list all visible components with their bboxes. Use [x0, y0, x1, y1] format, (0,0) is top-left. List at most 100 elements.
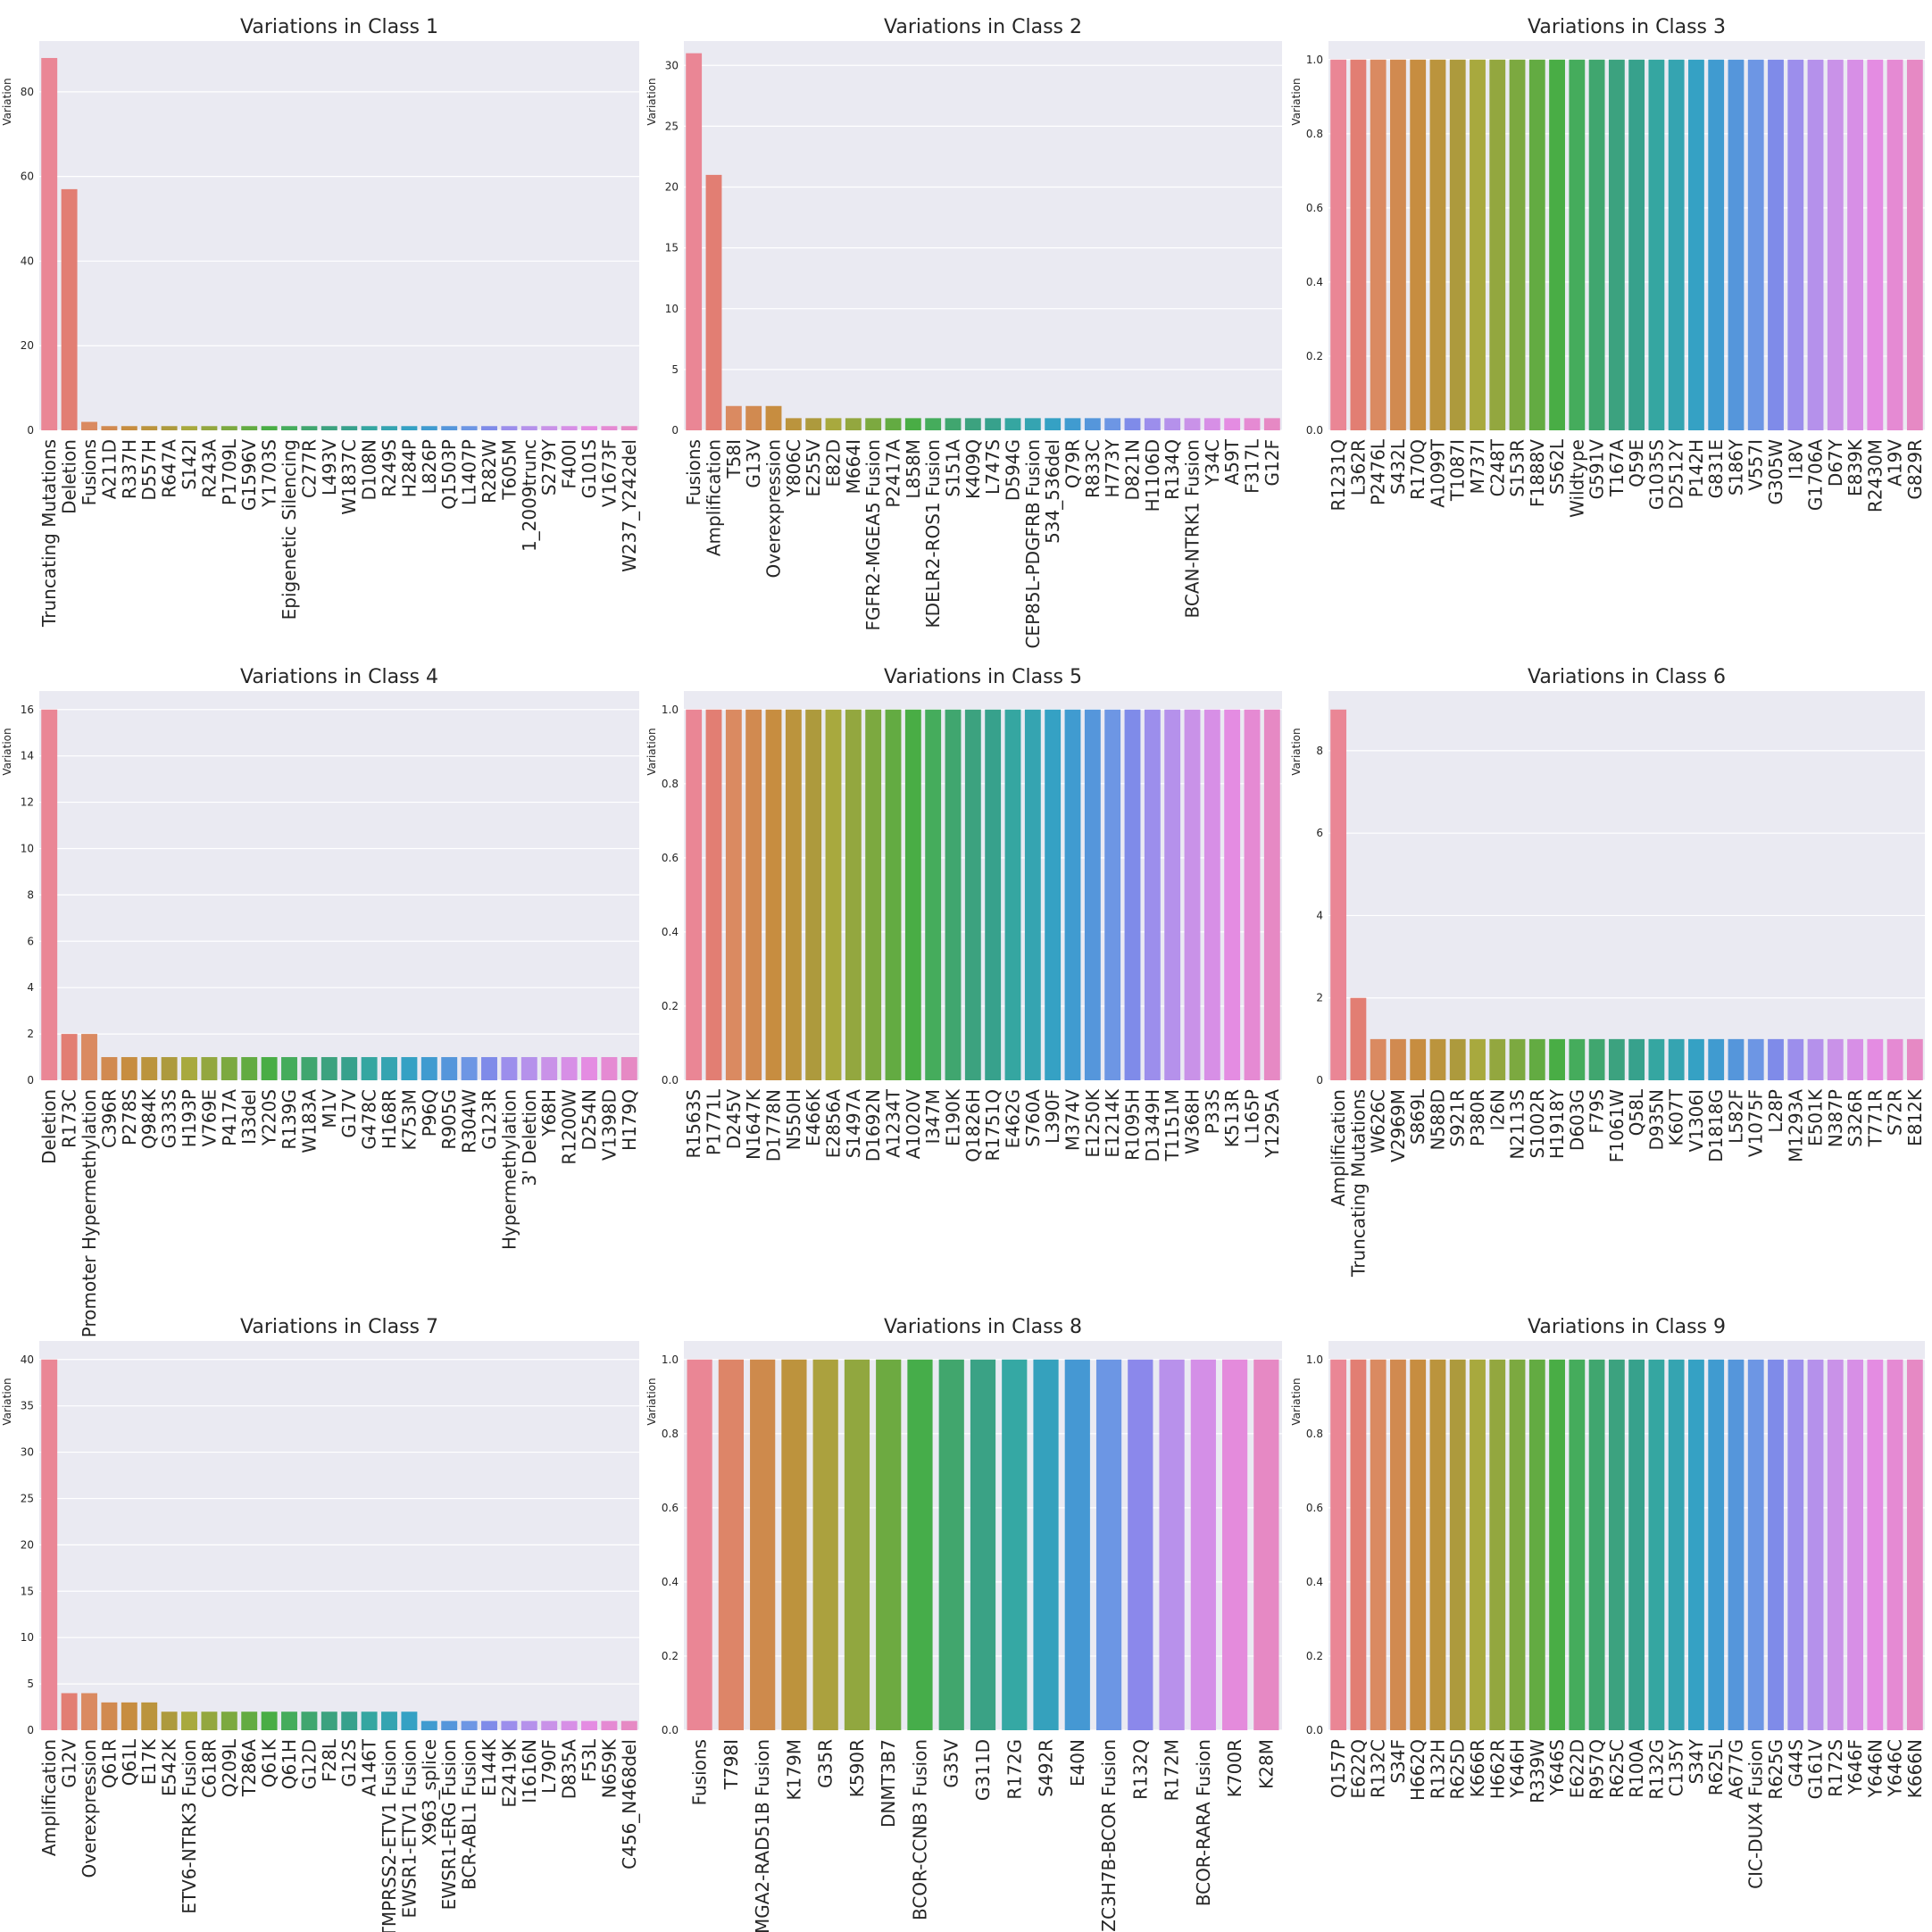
- x-tick-label: CIC-DUX4 Fusion: [1745, 1739, 1767, 1889]
- x-tick-label: N1647K: [743, 1088, 764, 1160]
- x-tick-label: M664I: [843, 439, 864, 494]
- x-tick-label: D821N: [1122, 439, 1144, 501]
- y-tick-label: 25: [21, 1492, 34, 1504]
- y-axis-label: Variation: [645, 728, 658, 775]
- x-tick-label: Y68H: [538, 1089, 560, 1137]
- bar: [1787, 59, 1804, 430]
- x-tick-label: E501K: [1805, 1088, 1827, 1146]
- bar: [41, 57, 58, 431]
- bar: [381, 426, 397, 430]
- x-tick-label: Fusions: [689, 1739, 711, 1805]
- y-tick-label: 1.0: [662, 704, 679, 716]
- x-tick-label: S869L: [1407, 1088, 1428, 1145]
- bar: [1827, 1359, 1844, 1730]
- bar: [885, 709, 902, 1080]
- x-tick-label: M1293A: [1785, 1089, 1806, 1162]
- bar: [561, 1057, 578, 1080]
- bar: [1470, 59, 1486, 430]
- y-tick-label: 0.6: [662, 1502, 679, 1514]
- bar: [885, 418, 902, 430]
- x-tick-label: D1818G: [1705, 1089, 1727, 1162]
- x-tick-label: R1563S: [683, 1089, 704, 1159]
- x-tick-label: D1778N: [763, 1089, 785, 1162]
- bar: [1528, 1359, 1545, 1730]
- bar: [241, 1057, 258, 1080]
- bar: [61, 1693, 78, 1730]
- y-tick-label: 0.4: [662, 1576, 679, 1588]
- x-tick-label: M1V: [319, 1089, 340, 1128]
- x-tick-label: W183A: [298, 1089, 320, 1153]
- x-tick-label: S760A: [1022, 1089, 1044, 1147]
- bar: [1159, 1359, 1185, 1730]
- x-tick-label: BCOR-RARA Fusion: [1193, 1739, 1214, 1906]
- x-tick-label: D1349H: [1142, 1089, 1163, 1162]
- bar: [201, 1711, 218, 1730]
- x-tick-label: L28P: [1765, 1089, 1786, 1133]
- x-tick-label: G591V: [1586, 439, 1608, 500]
- x-tick-label: G829R: [1904, 439, 1926, 500]
- bar: [101, 426, 118, 430]
- x-tick-label: Q58L: [1626, 1088, 1647, 1136]
- bar: [705, 174, 722, 430]
- bar: [1528, 1038, 1545, 1080]
- bar: [1004, 418, 1021, 430]
- x-tick-label: X963_splice: [419, 1739, 440, 1845]
- x-tick-label: G333S: [159, 1089, 180, 1148]
- x-tick-label: L390F: [1042, 1089, 1063, 1144]
- bar: [805, 418, 822, 430]
- bar: [1668, 1038, 1685, 1080]
- bar: [381, 1711, 397, 1730]
- x-tick-label: R100A: [1626, 1739, 1647, 1798]
- x-tick-label: T58I: [723, 439, 745, 479]
- x-tick-label: T167A: [1606, 439, 1628, 497]
- bar: [1827, 59, 1844, 430]
- bar: [785, 709, 802, 1080]
- bar: [718, 1359, 744, 1730]
- x-tick-label: Q984K: [138, 1088, 160, 1149]
- bar: [876, 1359, 902, 1730]
- bar: [1787, 1359, 1804, 1730]
- x-tick-label: D254N: [579, 1089, 600, 1151]
- x-tick-label: M737I: [1467, 439, 1488, 494]
- x-tick-label: L493V: [319, 439, 340, 495]
- x-tick-label: G101S: [579, 439, 600, 498]
- x-tick-label: Fusions: [683, 439, 704, 505]
- bar: [825, 418, 842, 430]
- x-tick-label: Y34C: [1202, 439, 1223, 487]
- x-tick-label: K700R: [1224, 1739, 1245, 1797]
- bar: [1095, 1359, 1122, 1730]
- bar: [1033, 1359, 1059, 1730]
- x-tick-label: Y1703S: [259, 439, 280, 508]
- y-tick-label: 0.6: [1306, 1502, 1323, 1514]
- x-tick-label: A1020V: [903, 1089, 924, 1160]
- x-tick-label: Q59E: [1626, 439, 1647, 487]
- bar: [1668, 1359, 1685, 1730]
- chart-panel-3: 0.0 0.2 0.4 0.6 0.8 1.0 R1231QL362RP2476LS432L…: [1290, 16, 1926, 518]
- chart-title: Variations in Class 6: [1528, 666, 1726, 688]
- y-tick-label: 35: [21, 1400, 34, 1412]
- x-tick-label: TMPRSS2-ETV1 Fusion: [379, 1739, 400, 1932]
- x-tick-label: P142H: [1686, 439, 1707, 497]
- bar: [520, 426, 537, 430]
- x-tick-label: G12S: [338, 1739, 360, 1787]
- x-tick-label: R243A: [198, 439, 220, 498]
- x-tick-label: W626C: [1368, 1089, 1389, 1153]
- x-tick-label: N387P: [1825, 1089, 1846, 1147]
- bar: [1144, 418, 1161, 430]
- x-tick-label: P2417A: [883, 439, 904, 508]
- bar: [341, 1711, 358, 1730]
- bar: [401, 426, 418, 430]
- x-tick-label: K513R: [1221, 1089, 1243, 1147]
- x-tick-label: C396R: [98, 1089, 120, 1148]
- bar: [1886, 59, 1903, 430]
- y-tick-label: 0: [27, 424, 34, 437]
- bar: [1728, 1359, 1745, 1730]
- x-tick-label: Deletion: [38, 1089, 60, 1164]
- x-tick-label: Y646F: [1845, 1739, 1866, 1795]
- x-tick-label: D67Y: [1825, 438, 1846, 487]
- x-tick-label: R134Q: [1162, 439, 1183, 500]
- x-tick-label: L826P: [419, 439, 440, 494]
- x-tick-label: R337H: [119, 439, 140, 499]
